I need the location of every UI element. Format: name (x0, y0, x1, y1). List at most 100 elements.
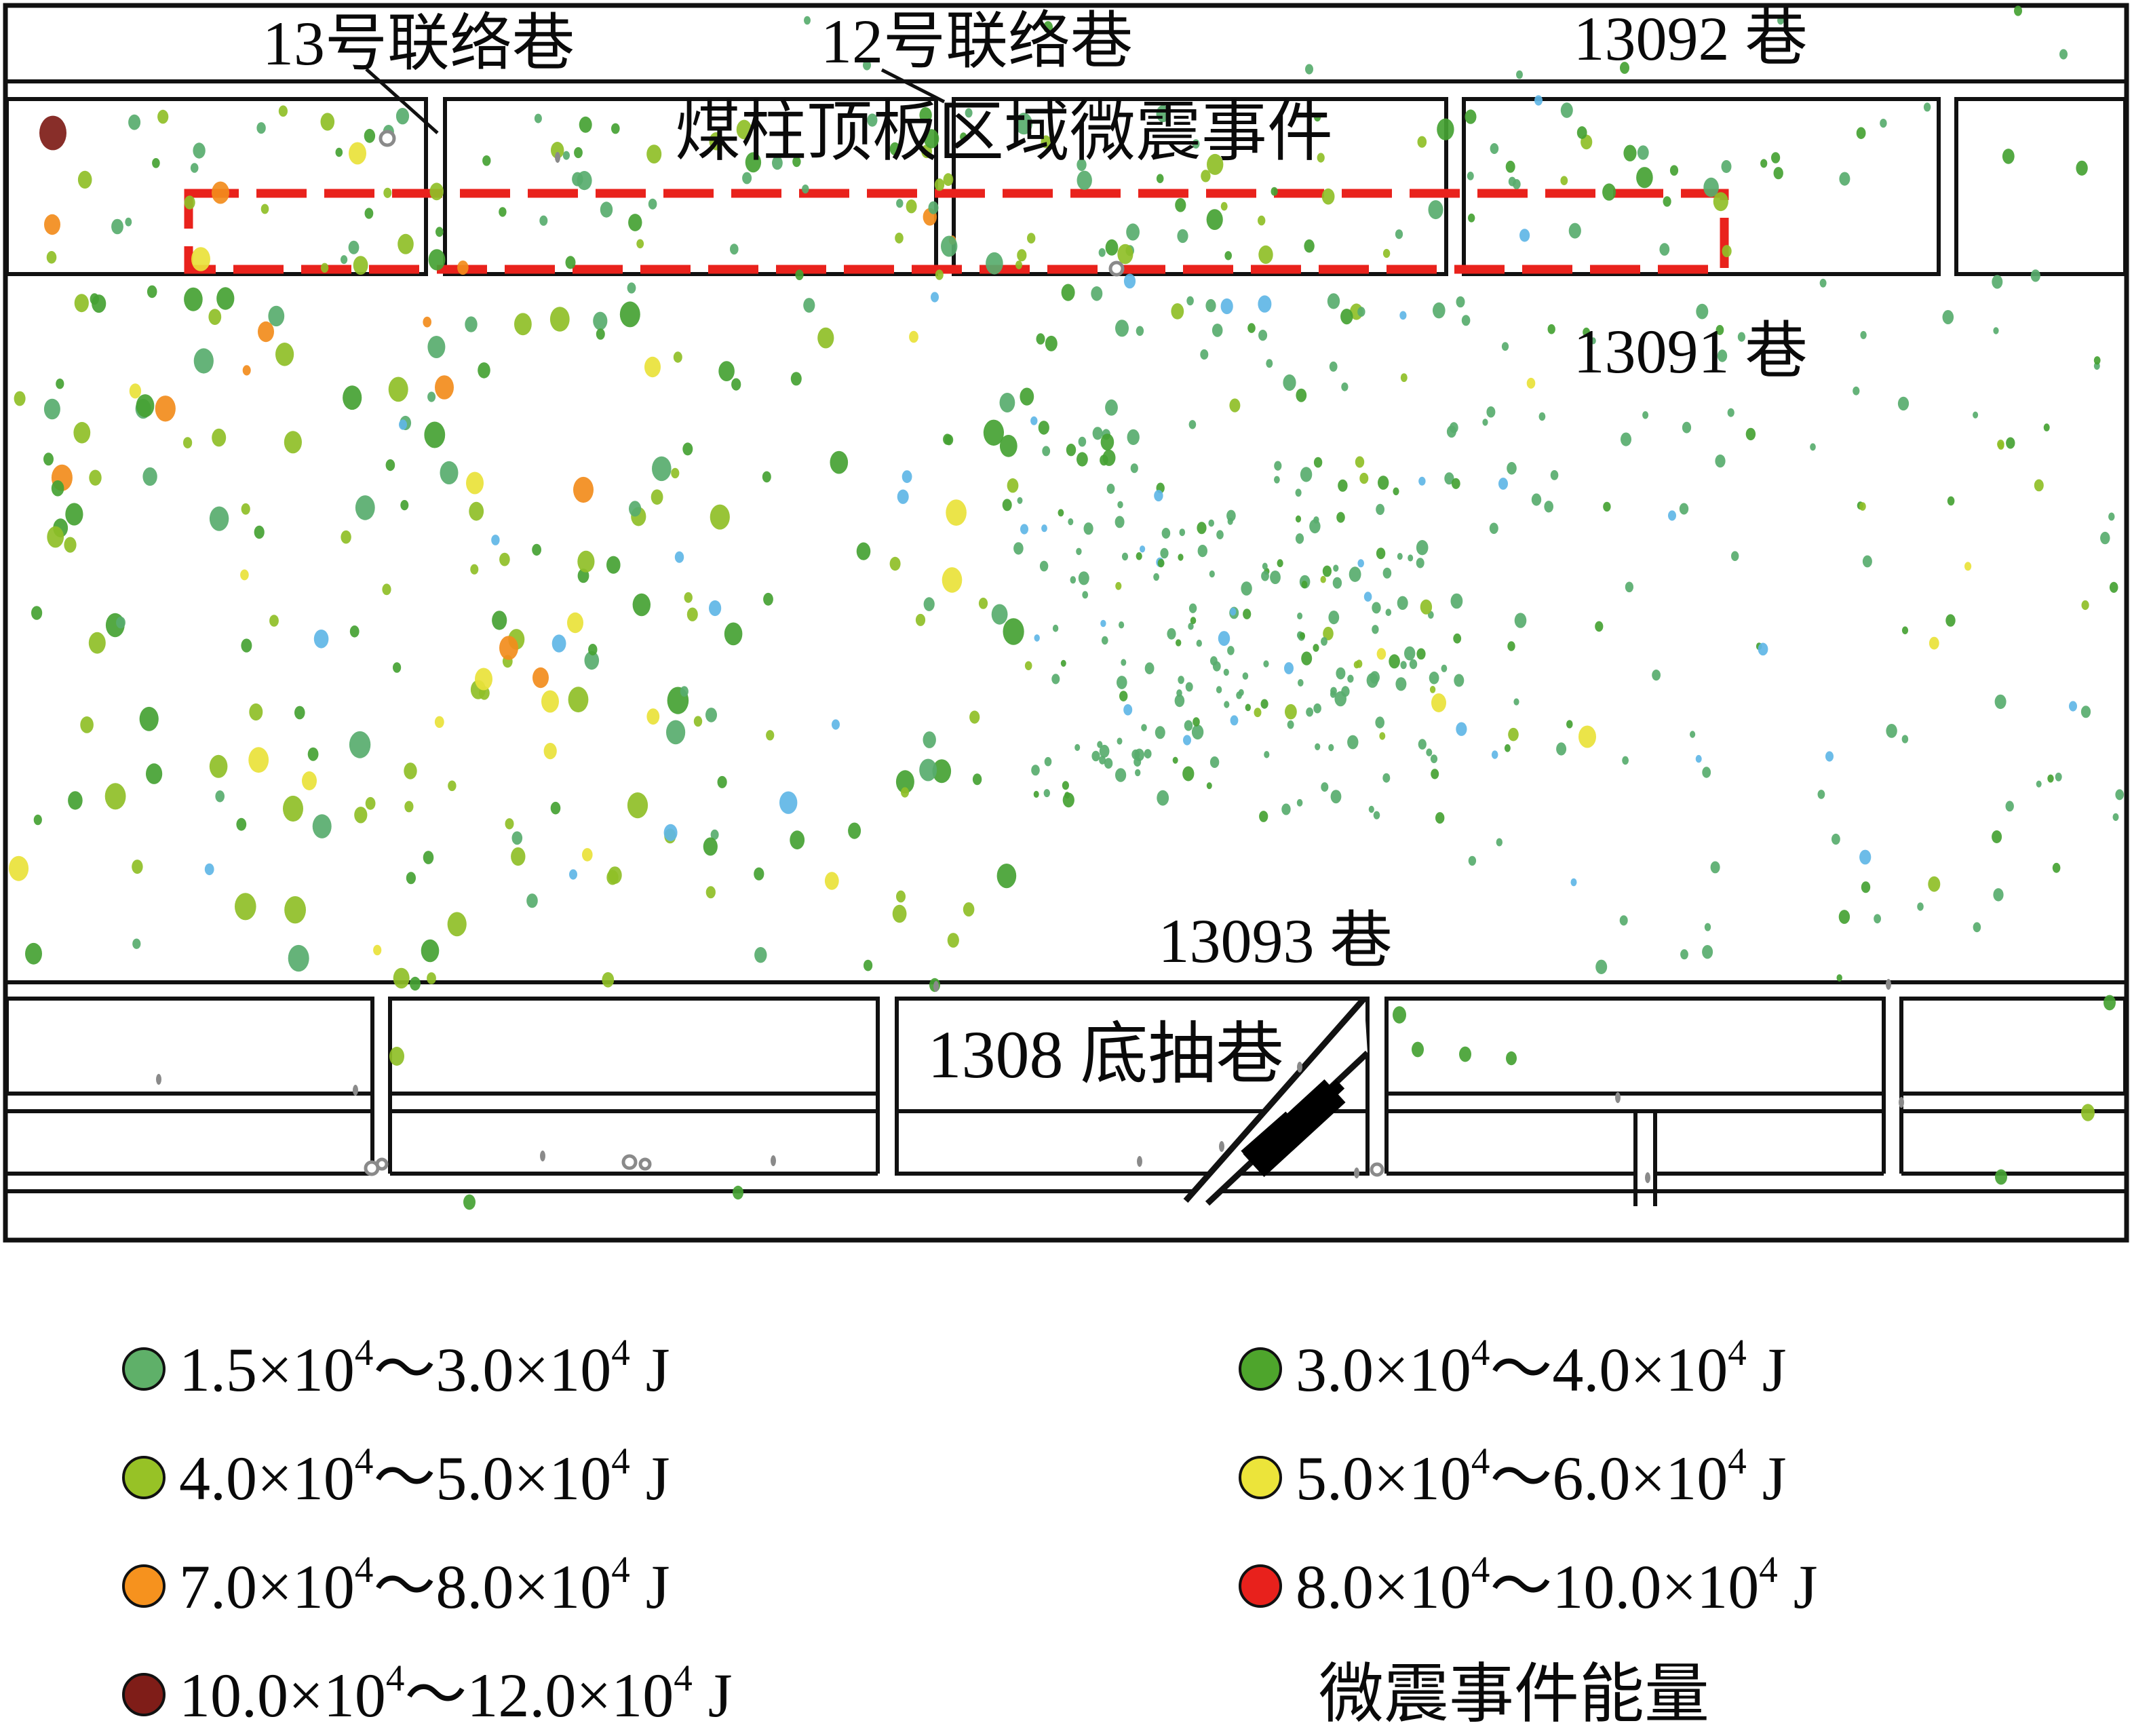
event-dot (1619, 915, 1628, 926)
event-dot (705, 708, 717, 722)
event-dot-yellow (644, 356, 661, 378)
event-dot (1043, 789, 1051, 798)
event-dot (2080, 706, 2091, 718)
event-dot (1062, 792, 1074, 808)
event-dot (1901, 626, 1909, 634)
event-dot (1186, 296, 1194, 306)
event-dot (611, 123, 620, 134)
event-dot (155, 396, 176, 422)
event-dot (1197, 522, 1207, 535)
event-dot (1157, 790, 1169, 806)
event-dot (1117, 501, 1123, 509)
event-dot (51, 480, 64, 497)
event-dot-teal (1305, 64, 1313, 75)
event-dot (895, 770, 914, 794)
event-dot (1117, 737, 1123, 745)
event-dot (1017, 249, 1027, 262)
event-dot (1376, 503, 1384, 516)
event-dot (1285, 703, 1297, 720)
event-dot (1115, 581, 1122, 590)
event-dot (978, 598, 988, 609)
event-dot (128, 114, 141, 130)
event-dot (511, 847, 526, 866)
event-dot (1336, 512, 1345, 523)
event-dot (1993, 327, 1999, 334)
survey-ring (1370, 1162, 1384, 1177)
event-dot (1669, 165, 1679, 176)
event-dot (288, 944, 309, 972)
event-dot-green (1412, 1041, 1424, 1058)
event-dot (1258, 330, 1268, 341)
event-dot (2100, 531, 2110, 545)
event-dot (457, 261, 469, 275)
event-dot-green (1459, 1046, 1471, 1062)
event-dot (1167, 628, 1176, 640)
event-dot (944, 434, 954, 446)
event-dot (606, 870, 619, 885)
event-dot (427, 391, 436, 402)
event-dot (1262, 562, 1268, 570)
event-dot (2115, 789, 2124, 801)
event-dot (1507, 462, 1517, 475)
event-dot (1508, 727, 1519, 741)
event-dot (1853, 386, 1860, 396)
event-dot (1382, 773, 1391, 783)
event-dot (1859, 502, 1866, 511)
event-dot (2108, 512, 2115, 521)
event-dot-green (2014, 5, 2022, 16)
pillar-roof-zone-box (184, 189, 1729, 274)
event-dot (268, 305, 285, 327)
event-dot (889, 556, 901, 571)
event-dot (482, 155, 491, 166)
legend-color-swatch (1239, 1456, 1282, 1499)
event-dot (1212, 661, 1221, 672)
legend-label: 4.0×104～5.0×104 J (179, 1440, 670, 1513)
event-dot (1336, 667, 1346, 680)
event-dot (1710, 861, 1720, 874)
event-dot (565, 256, 576, 269)
event-dot (1745, 427, 1756, 441)
event-dot (1260, 699, 1268, 709)
event-dot-blue (1020, 524, 1028, 535)
event-dot (934, 178, 945, 191)
event-dot (1121, 552, 1129, 561)
event-dot (406, 872, 416, 885)
event-dot (284, 431, 302, 454)
event-dot (1177, 229, 1188, 244)
event-dot (1141, 724, 1147, 731)
event-dot (429, 182, 444, 201)
event-dot (1964, 562, 1972, 571)
event-dot (1230, 715, 1239, 726)
event-dot (1758, 642, 1768, 656)
event-dot (703, 837, 718, 856)
event-dot (792, 156, 801, 168)
event-dot (364, 208, 374, 219)
event-dot (1397, 553, 1403, 560)
event-dot (539, 215, 548, 226)
event-dot (960, 132, 967, 142)
event-dot (1209, 570, 1215, 578)
event-dot (294, 706, 305, 720)
event-dot (116, 617, 125, 629)
event-dot (1817, 790, 1825, 799)
event-dot (562, 151, 570, 160)
event-dot (74, 294, 89, 313)
event-dot (1123, 273, 1136, 289)
event-dot (2081, 600, 2089, 611)
event-dot (2052, 862, 2061, 873)
event-dot (682, 442, 693, 456)
event-dot (1992, 830, 2002, 843)
event-dot (1839, 172, 1850, 186)
event-dot (1100, 433, 1115, 451)
event-dot (1017, 497, 1023, 504)
event-dot (1068, 518, 1074, 526)
event-dot (470, 564, 479, 575)
event-dot (1002, 499, 1012, 512)
event-dot (1323, 626, 1334, 640)
event-dot-blue (2069, 701, 2077, 712)
event-dot-orange (435, 375, 454, 400)
event-dot (73, 422, 91, 444)
event-dot (1039, 560, 1049, 572)
event-dot (652, 456, 672, 482)
event-dot (1450, 593, 1463, 609)
